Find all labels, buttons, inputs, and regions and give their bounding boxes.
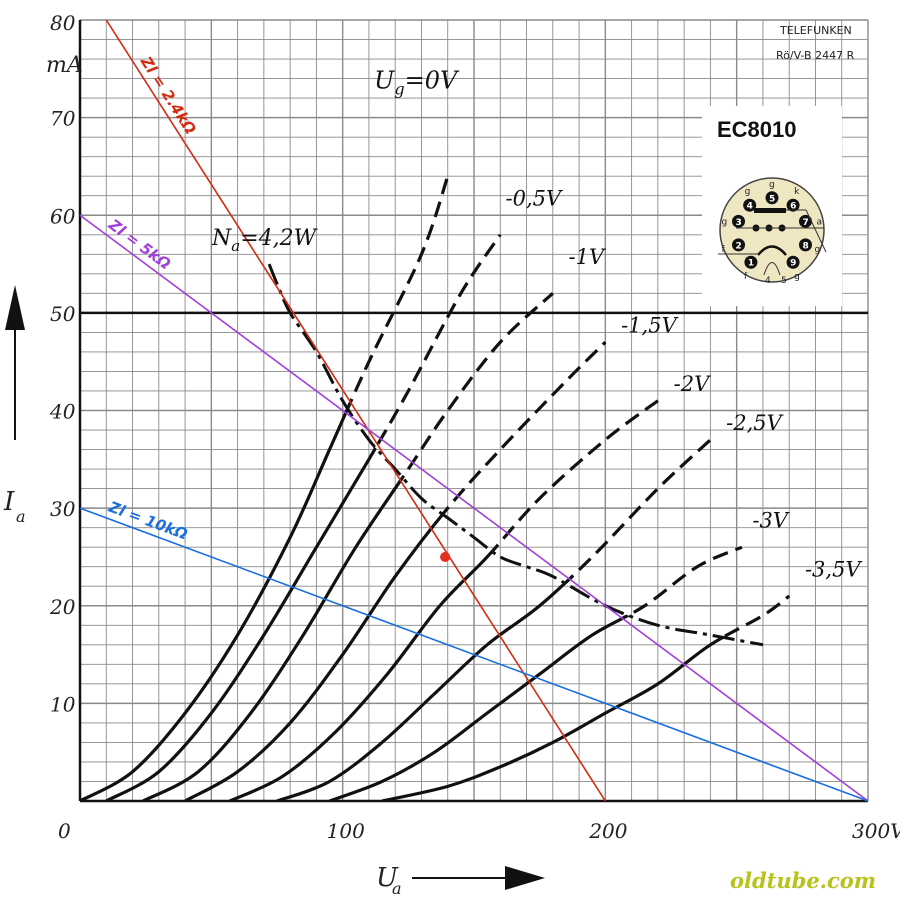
y-axis-title-main: I: [3, 487, 15, 517]
load-line-1: [105, 19, 607, 802]
load-line-label: Zl = 2.4kΩ: [136, 52, 199, 137]
pin-label: g: [794, 272, 800, 282]
curve-3-5V: [381, 594, 791, 801]
x-tick-label: 100: [327, 819, 365, 843]
pin-6: [786, 198, 800, 212]
curve-label: -2,5V: [726, 411, 783, 435]
tube-name: EC8010: [717, 117, 797, 142]
y-axis-title: I a: [3, 487, 26, 526]
pin-label: g: [745, 187, 751, 197]
pin-label: f: [744, 272, 748, 282]
document-ref-label: Rö/V-B 2447 R: [776, 49, 855, 62]
y-tick-label: 60: [50, 204, 76, 228]
x-tick-label: 300V: [852, 819, 900, 843]
curve-solid-segment: [229, 399, 659, 801]
curve-label: -2V: [674, 372, 711, 396]
curve-3V: [328, 545, 743, 801]
pin-number: 6: [790, 202, 796, 212]
curve-label-ug0: Ug=0V: [374, 66, 460, 98]
power-limit-label-sub: a: [231, 237, 240, 255]
curve-dashed-segment: [328, 545, 743, 645]
power-limit-label-suffix: =4,2W: [240, 226, 318, 251]
curve-1-5V: [184, 341, 607, 801]
pin-7: [798, 214, 812, 228]
power-limit-curve: [267, 263, 764, 647]
curve-label-ug0-sub: g: [394, 79, 404, 98]
curve-U-g-0V: [80, 175, 450, 801]
pin-number: 8: [802, 241, 808, 251]
y-tick-label: 40: [49, 400, 76, 424]
pin-5: [765, 191, 779, 205]
pin-number: 4: [747, 202, 753, 212]
pin-label: k: [794, 187, 800, 197]
axes: [78, 20, 868, 803]
curve-label: -0,5V: [506, 186, 563, 210]
y-tick-label: 30: [50, 497, 76, 521]
pin-2: [732, 238, 746, 252]
curve-label: -3V: [752, 509, 789, 533]
y-unit-label: mA: [46, 53, 83, 78]
x-tick-label: 200: [588, 819, 627, 843]
power-limit-label-prefix: N: [211, 226, 232, 251]
operating-point-dot: [440, 551, 451, 562]
y-axis-title-sub: a: [16, 507, 26, 526]
y-axis-arrow: [5, 285, 25, 440]
pin-1: [744, 255, 758, 269]
power-limit-line: [267, 263, 764, 647]
pin-number: 9: [790, 259, 796, 269]
curve-2V: [229, 399, 659, 801]
curve-label-ug0-prefix: U: [374, 66, 395, 94]
watermark: oldtube.com: [730, 868, 876, 893]
curve-label-ug0-suffix: =0V: [405, 66, 460, 94]
x-axis-arrow: [412, 866, 545, 890]
x-axis-title: U a: [376, 863, 402, 898]
base-label-4: 4: [765, 276, 771, 286]
pin-number: 5: [769, 194, 775, 204]
curve-solid-segment: [328, 545, 743, 801]
pin-number: 1: [748, 259, 754, 269]
x-axis-title-main: U: [376, 863, 399, 893]
pin-number: 3: [736, 218, 742, 228]
pin-number: 7: [802, 218, 808, 228]
base-label-5: 5: [781, 276, 787, 286]
y-tick-label: 70: [50, 107, 76, 131]
y-tick-label: 50: [50, 302, 76, 326]
pin-label: g: [722, 217, 728, 227]
pin-9: [786, 255, 800, 269]
tick-labels: 0 100 200 300V 10 20 30 40 50 60 70 80: [49, 11, 900, 843]
load-line-2: [79, 214, 869, 802]
grid: [79, 19, 869, 802]
pin-3: [732, 214, 746, 228]
load-line-3: [79, 507, 869, 802]
curve-label: -1V: [569, 245, 606, 269]
load-line-label: Zl = 5kΩ: [104, 215, 174, 273]
y-tick-label: 10: [50, 692, 76, 716]
pin-4: [743, 198, 757, 212]
electrode-symbols: [718, 208, 827, 276]
pin-label: g: [769, 180, 775, 190]
pin-label: g: [814, 245, 820, 255]
y-tick-label: 80: [50, 11, 76, 35]
pin-8: [798, 238, 812, 252]
pin-label: f: [722, 245, 726, 255]
curve-dashed-segment: [381, 594, 791, 645]
y-tick-label: 20: [49, 595, 76, 619]
load-line-label: Zl = 10kΩ: [105, 497, 190, 543]
pin-number: 2: [736, 241, 742, 251]
manufacturer-label: TELEFUNKEN: [779, 24, 852, 37]
power-limit-label: Na=4,2W: [211, 226, 319, 255]
pin-label: a: [816, 217, 822, 227]
curve-labels: Ug=0V-0,5V-1V-1,5V-2V-2,5V-3V-3,5VNa=4,2…: [211, 66, 862, 581]
curve-label: -1,5V: [621, 313, 678, 337]
x-axis-title-sub: a: [392, 879, 402, 898]
x-tick-label: 0: [58, 819, 71, 843]
curve-1V: [142, 292, 554, 801]
curve-label: -3,5V: [805, 557, 862, 581]
